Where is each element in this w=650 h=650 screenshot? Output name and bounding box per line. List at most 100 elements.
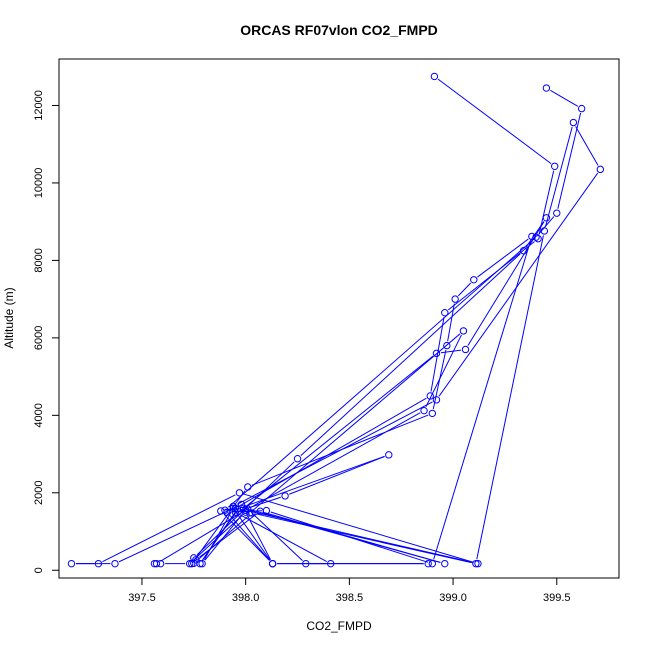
data-point	[569, 118, 578, 127]
data-point	[461, 345, 470, 354]
data-point	[540, 227, 549, 235]
series-segment	[118, 505, 238, 563]
data-point	[430, 72, 439, 81]
data-point	[239, 504, 248, 512]
data-point	[293, 455, 302, 463]
data-point	[519, 247, 528, 255]
series-segment	[557, 112, 582, 209]
y-tick-label: 6000	[33, 326, 45, 350]
series-segment	[235, 511, 271, 561]
data-point	[111, 559, 119, 568]
series-segment	[252, 333, 461, 511]
series-segment	[477, 238, 529, 278]
y-axis: 0 2000 4000 6000 8000 10000 12000	[33, 90, 60, 573]
series-segment	[550, 89, 579, 107]
series-segment	[467, 221, 545, 346]
series-segment	[241, 455, 385, 509]
data-point	[474, 559, 482, 568]
data-point	[237, 500, 246, 509]
series-segment	[425, 334, 462, 407]
data-point	[443, 341, 451, 350]
data-point	[192, 556, 200, 564]
series-segment	[196, 461, 295, 556]
data-point	[385, 451, 393, 459]
series-segment	[250, 511, 303, 561]
series-segment	[204, 513, 244, 561]
data-point	[428, 409, 437, 418]
data-point	[459, 327, 468, 335]
data-point	[221, 506, 229, 514]
data-point	[190, 554, 198, 562]
data-point	[432, 349, 441, 358]
data-point	[534, 235, 542, 243]
data-point	[152, 559, 161, 568]
data-point	[424, 559, 432, 568]
data-point	[244, 483, 252, 491]
chart-title: ORCAS RF07vlon CO2_FMPD	[240, 22, 438, 38]
data-point	[451, 295, 459, 303]
data-point	[528, 232, 536, 241]
series-segment	[545, 126, 573, 227]
x-axis: 397.5 398.0 398.5 399.0 399.5	[128, 577, 571, 604]
series-line	[75, 78, 599, 565]
data-point	[244, 505, 252, 513]
series-segment	[249, 412, 421, 509]
series-segment	[256, 513, 472, 564]
data-point	[268, 559, 277, 568]
data-point	[596, 165, 605, 174]
data-point	[302, 559, 310, 568]
series-segment	[238, 397, 427, 507]
series-segment	[575, 126, 599, 166]
series-segment	[457, 282, 472, 297]
y-tick-label: 8000	[33, 248, 45, 272]
data-point	[441, 308, 449, 317]
series-segment	[430, 317, 445, 392]
series-points	[67, 72, 605, 568]
data-point	[229, 504, 237, 512]
x-axis-label: CO2_FMPD	[306, 619, 372, 633]
data-point	[231, 508, 239, 516]
series-segment	[246, 355, 434, 506]
data-point	[532, 233, 540, 241]
series-segment	[199, 513, 257, 558]
data-point	[472, 559, 480, 568]
data-point	[553, 209, 561, 217]
series-segment	[300, 253, 521, 457]
series-segment	[227, 239, 533, 508]
x-tick-label: 397.5	[128, 592, 156, 604]
data-point	[196, 559, 204, 568]
data-point	[281, 492, 289, 500]
data-point	[551, 162, 559, 170]
data-point	[542, 214, 551, 222]
y-tick-label: 10000	[33, 168, 45, 199]
y-tick-label: 4000	[33, 403, 45, 427]
data-point	[67, 559, 76, 568]
series-segment	[202, 512, 236, 561]
series-segment	[538, 170, 555, 235]
data-point	[198, 559, 206, 568]
data-point	[185, 559, 194, 568]
data-point	[235, 489, 244, 497]
data-point	[441, 559, 449, 568]
series-segment	[229, 515, 271, 561]
data-point	[428, 559, 437, 568]
data-point	[256, 507, 264, 516]
data-point	[94, 559, 103, 568]
data-point	[577, 104, 586, 113]
data-point	[327, 559, 335, 568]
x-tick-label: 398.5	[336, 592, 364, 604]
series-segment	[440, 349, 462, 354]
series-segment	[160, 512, 243, 562]
x-tick-label: 398.0	[232, 592, 260, 604]
series-segment	[102, 494, 236, 563]
y-tick-label: 2000	[33, 481, 45, 505]
data-point	[420, 406, 428, 415]
data-point	[542, 84, 551, 92]
series-segment	[247, 515, 271, 560]
series-segment	[476, 235, 544, 560]
data-point	[426, 392, 434, 400]
y-tick-label: 0	[33, 567, 45, 573]
x-tick-label: 399.0	[439, 592, 467, 604]
